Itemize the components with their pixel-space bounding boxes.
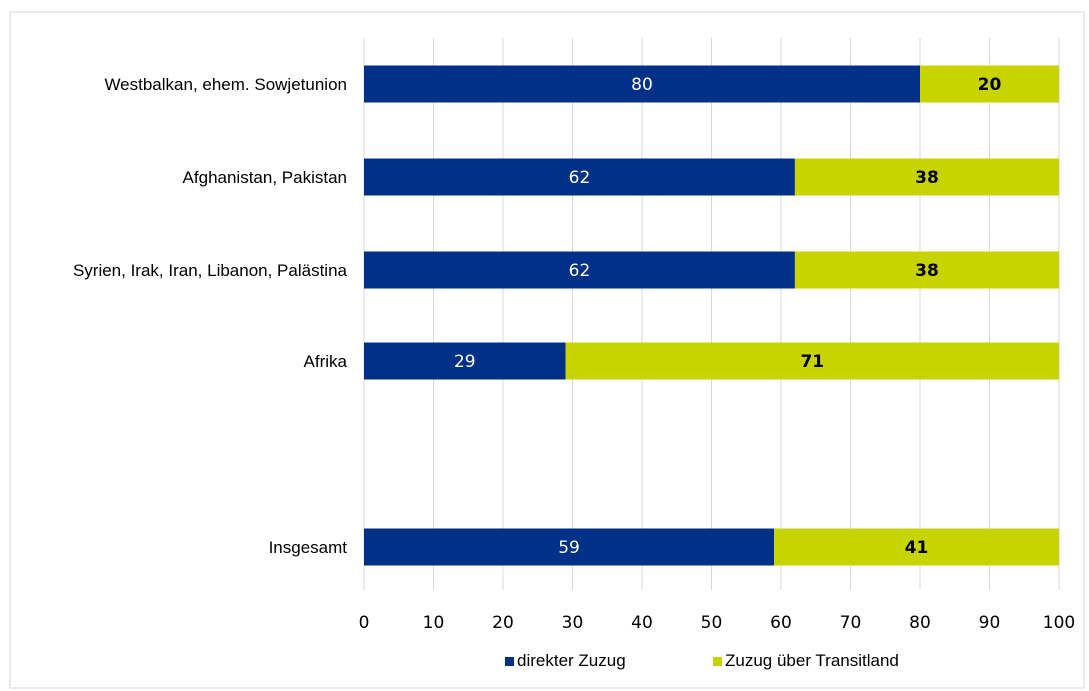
legend-label: direkter Zuzug [517,651,626,670]
x-tick-label: 90 [979,613,1001,633]
data-label: 20 [978,75,1002,95]
bar-segment [920,65,1059,103]
category-label: Afghanistan, Pakistan [183,168,347,187]
x-tick-label: 100 [1043,613,1075,633]
bar-segment [794,251,1059,289]
legend-label: Zuzug über Transitland [725,651,899,670]
legend: direkter Zuzug Zuzug über Transitland [505,651,899,670]
data-label: 71 [800,352,824,372]
x-tick-label: 40 [631,613,653,633]
gridlines [363,38,1060,590]
legend-swatch [505,657,514,666]
category-label: Westbalkan, ehem. Sowjetunion [104,75,347,94]
bar-segment [364,158,795,196]
data-label: 41 [905,538,929,558]
bar-segment [364,528,775,566]
x-tick-label: 60 [770,613,792,633]
data-label: 80 [631,75,653,95]
category-label: Syrien, Irak, Iran, Libanon, Palästina [73,261,348,280]
x-tick-label: 80 [909,613,931,633]
bar-segment [565,342,1059,380]
data-label: 62 [569,261,591,281]
bar-segment [774,528,1059,566]
data-label: 29 [454,352,476,372]
bar-segment [364,342,566,380]
data-label: 59 [558,538,580,558]
bar-segment [794,158,1059,196]
x-tick-label: 10 [423,613,445,633]
x-tick-label: 30 [562,613,584,633]
category-labels: Westbalkan, ehem. Sowjetunion Afghanistan… [73,75,348,557]
x-tick-label: 20 [492,613,514,633]
bar-segment [364,251,795,289]
data-label: 38 [915,261,939,281]
x-tick-label: 50 [701,613,723,633]
bars: 80 20 62 38 62 38 29 71 59 41 [364,65,1059,566]
category-label: Insgesamt [269,538,348,557]
x-tick-label: 70 [840,613,862,633]
category-label: Afrika [304,352,348,371]
x-tick-label: 0 [359,613,370,633]
data-label: 38 [915,168,939,188]
legend-swatch [713,657,722,666]
data-label: 62 [569,168,591,188]
bar-segment [364,65,920,103]
x-axis-ticks: 0 10 20 30 40 50 60 70 80 90 100 [359,613,1076,633]
